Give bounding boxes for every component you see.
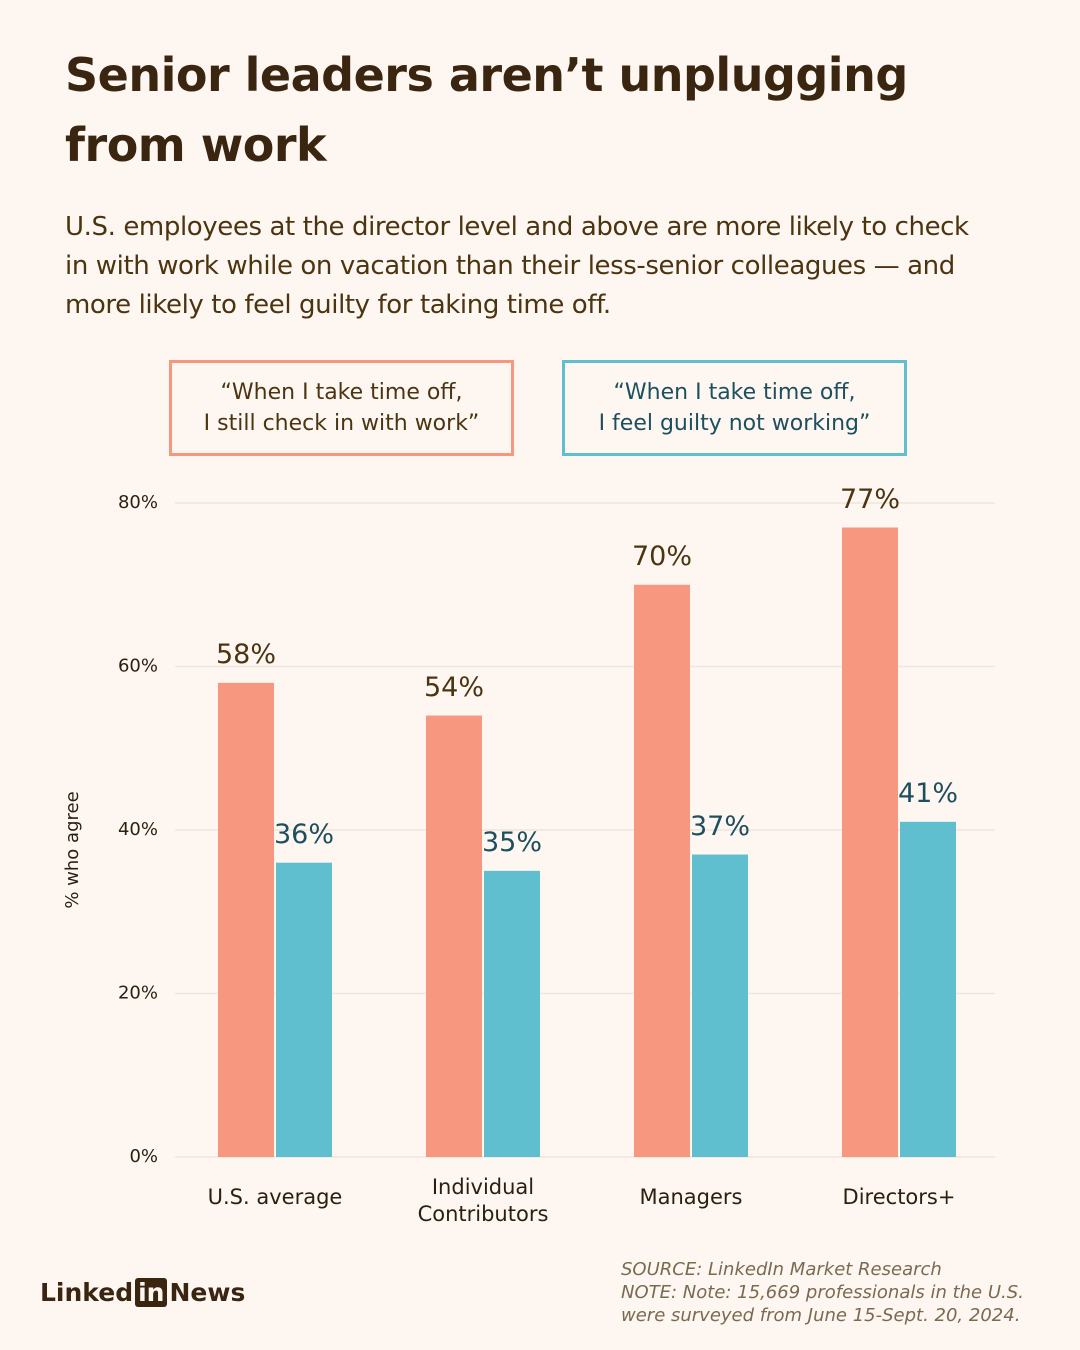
chart-title: Senior leaders aren’t unplugging from wo… [65,48,908,172]
bar [692,854,748,1157]
legend-entry: “When I take time off, I still check in … [169,360,514,456]
y-tick-label: 20% [118,983,158,1004]
bar [634,584,690,1157]
bar [276,862,332,1157]
note: NOTE: Note: 15,669 professionals in the … [621,1282,1024,1326]
y-tick-label: 0% [129,1146,158,1167]
x-tick-label: Individual Contributors [417,1175,549,1226]
legend-entry: “When I take time off, I feel guilty not… [562,360,907,456]
y-axis-label: % who agree [62,791,83,908]
bar [900,821,956,1157]
x-tick-label: U.S. average [207,1185,343,1209]
source: SOURCE: LinkedIn Market Research [621,1259,942,1280]
bar [426,715,482,1157]
y-tick-label: 80% [118,492,158,513]
value-label: 77% [839,483,900,515]
value-label: 58% [215,638,276,670]
value-label: 70% [631,540,692,572]
x-tick-label: Managers [639,1185,743,1209]
chart-subtitle: U.S. employees at the director level and… [65,212,969,320]
value-label: 36% [273,818,334,850]
x-tick-label: Directors+ [842,1185,956,1209]
brand-logo: Linked in News [40,1278,245,1307]
bar [484,870,540,1157]
bar [218,682,274,1157]
value-label: 41% [897,777,958,809]
brand-in: in [135,1278,168,1307]
brand-left: Linked [40,1278,134,1307]
value-label: 35% [481,826,542,858]
bar [842,527,898,1157]
brand-right: News [169,1278,246,1307]
source-note: SOURCE: LinkedIn Market Research NOTE: N… [621,1258,1024,1327]
value-label: 37% [689,810,750,842]
y-tick-label: 60% [118,656,158,677]
y-tick-label: 40% [118,819,158,840]
value-label: 54% [423,671,484,703]
